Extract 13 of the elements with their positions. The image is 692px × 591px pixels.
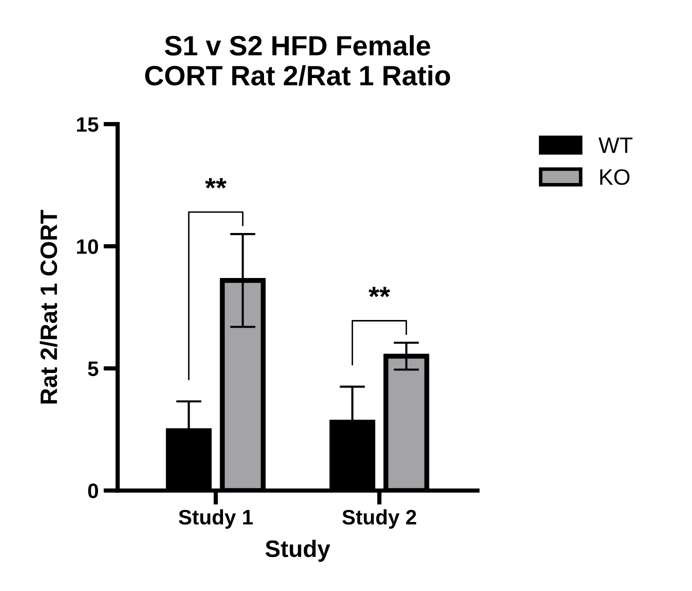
y-axis-title: Rat 2/Rat 1 CORT [40, 210, 58, 404]
x-tick-label: Study 1 [178, 509, 253, 529]
chart-title: S1 v S2 HFD Female CORT Rat 2/Rat 1 Ratio [145, 35, 450, 86]
x-axis-title: Study [265, 540, 330, 562]
y-tick-label: 0 [88, 484, 98, 498]
y-tick-label: 5 [88, 362, 98, 376]
annotation: ** [205, 178, 227, 188]
y-tick-label: 15 [77, 117, 98, 132]
y-tick-label: 10 [77, 239, 98, 254]
x-tick-label: Study 2 [342, 509, 416, 529]
legend-label: WT [598, 138, 632, 153]
legend-label: KO [600, 169, 630, 185]
annotation: ** [368, 286, 390, 298]
